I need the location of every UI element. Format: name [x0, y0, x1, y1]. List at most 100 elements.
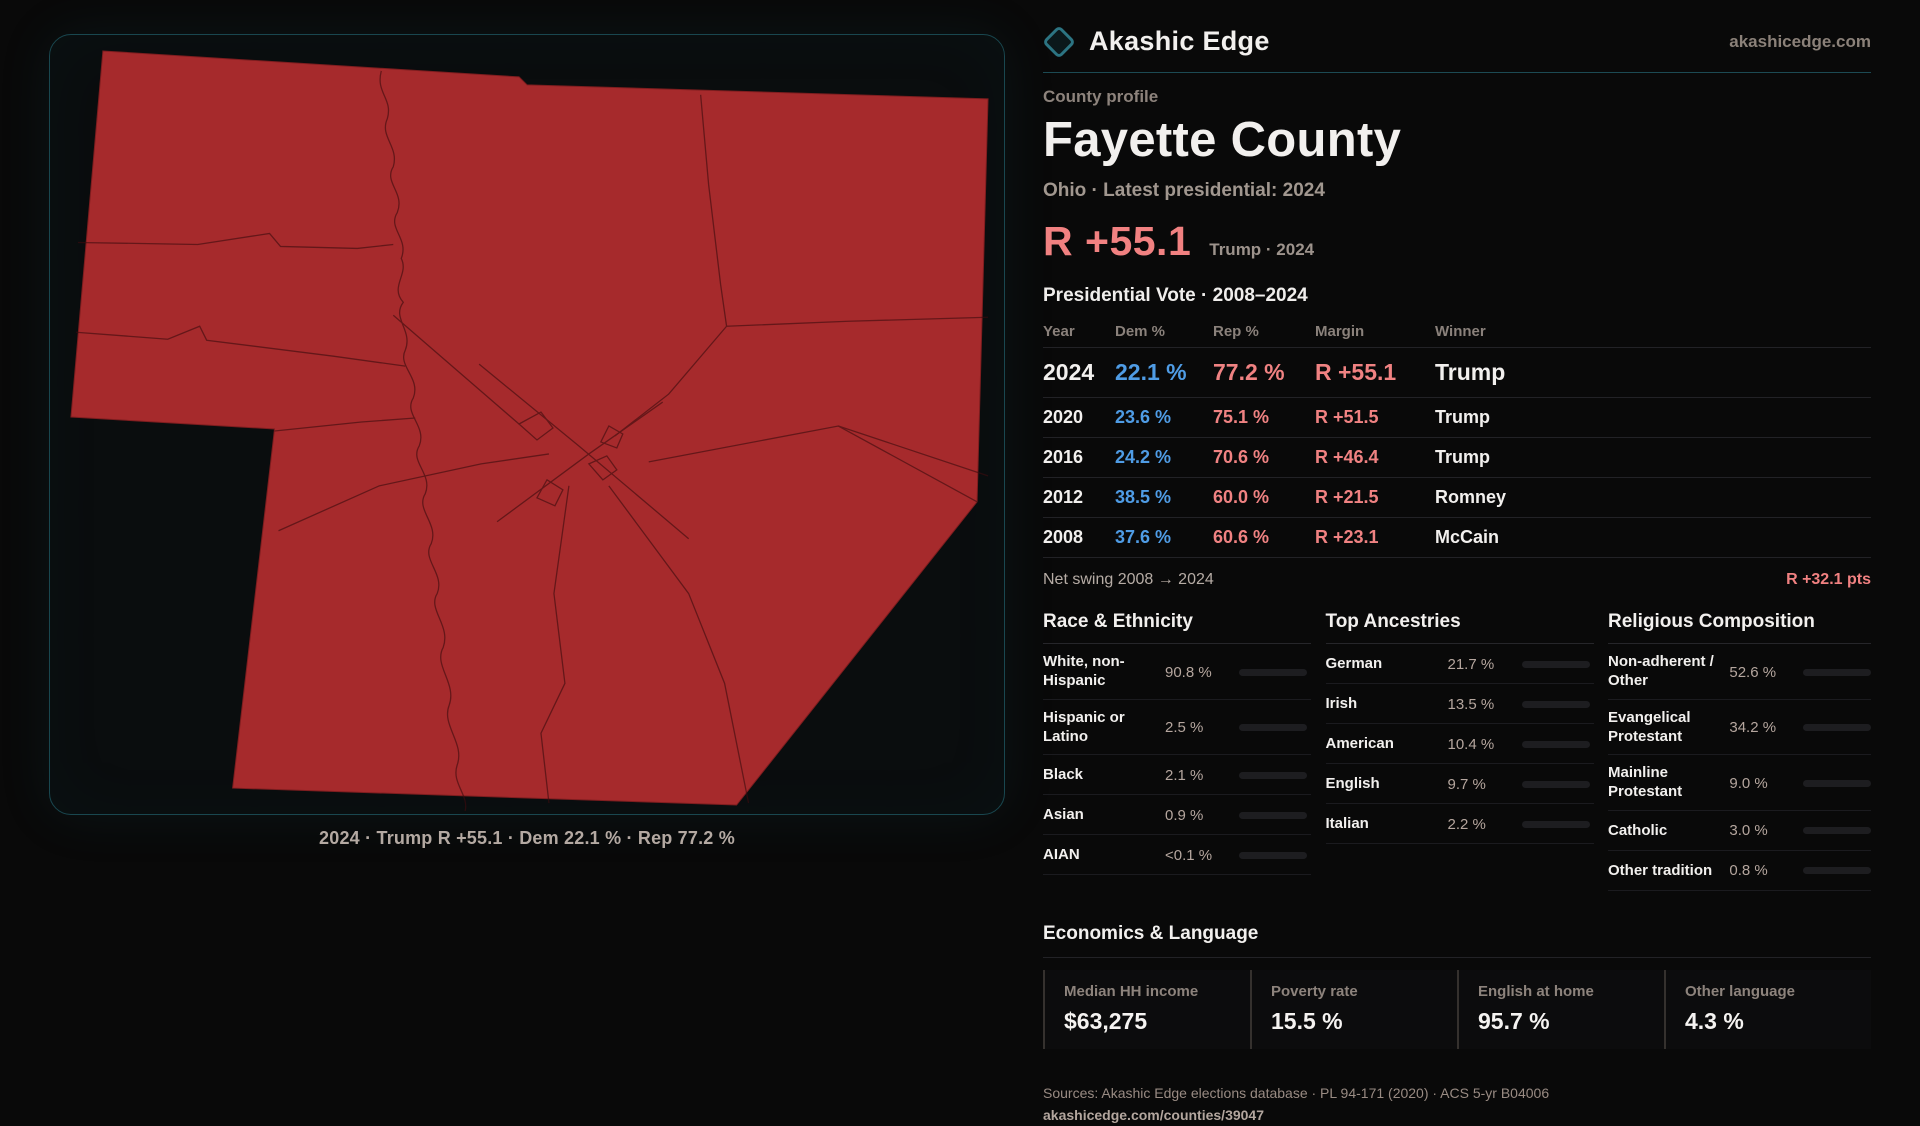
list-item: Hispanic or Latino 2.5 % [1043, 700, 1311, 756]
brand-header: Akashic Edge akashicedge.com [1042, 24, 1871, 73]
permalink[interactable]: akashicedge.com/counties/39047 [1043, 1106, 1264, 1123]
stat-bar [1803, 867, 1871, 875]
row-label: Evangelical Protestant [1608, 708, 1691, 745]
table-row: 2016 24.2 % 70.6 % R +46.4 Trump [1043, 438, 1871, 479]
page-title: Fayette County [1043, 113, 1402, 167]
sources-line: Sources: Akashic Edge elections database… [1043, 1084, 1550, 1101]
col-year: Year [1043, 323, 1075, 341]
stat-bar [1239, 851, 1307, 859]
row-label: White, non-Hispanic [1043, 653, 1125, 690]
sources-footer: Sources: Akashic Edge elections database… [1043, 1083, 1871, 1126]
row-label: Irish [1325, 695, 1358, 713]
stat-bar [1803, 724, 1871, 732]
ancestries-column: Top Ancestries German 21.7 % Irish 13.5 … [1325, 611, 1594, 891]
row-value: <0.1 % [1165, 846, 1213, 864]
col-rep: Rep % [1213, 323, 1259, 341]
stat-bar [1521, 820, 1590, 828]
row-label: AIAN [1043, 846, 1080, 864]
rep-cell: 77.2 % [1213, 359, 1285, 386]
row-label: Catholic [1608, 821, 1668, 839]
county-shape [70, 50, 989, 806]
list-item: American 10.4 % [1325, 724, 1594, 765]
row-label: Black [1043, 766, 1084, 784]
row-value: 2.5 % [1165, 719, 1204, 737]
race-heading: Race & Ethnicity [1043, 611, 1311, 645]
table-row: 2020 23.6 % 75.1 % R +51.5 Trump [1043, 398, 1871, 439]
kicker: County profile [1043, 87, 1159, 106]
dem-cell: 23.6 % [1115, 407, 1172, 428]
winner-cell: Trump [1435, 359, 1506, 386]
dem-cell: 22.1 % [1115, 359, 1187, 386]
list-item: Asian 0.9 % [1043, 795, 1311, 836]
dem-cell: 24.2 % [1115, 447, 1172, 468]
rep-cell: 60.6 % [1213, 527, 1270, 548]
row-value: 3.0 % [1729, 822, 1768, 840]
margin-cell: R +21.5 [1315, 487, 1379, 508]
map-caption: 2024 · Trump R +55.1 · Dem 22.1 % · Rep … [319, 828, 735, 848]
stat-card: Poverty rate 15.5 % [1250, 969, 1457, 1049]
county-map-panel [49, 34, 1005, 815]
stat-bar [1521, 740, 1590, 748]
religion-heading: Religious Composition [1608, 611, 1871, 645]
year-cell: 2024 [1043, 359, 1095, 386]
stat-bar [1803, 779, 1871, 787]
stat-card: Other language 4.3 % [1664, 969, 1871, 1049]
winner-cell: McCain [1435, 527, 1500, 548]
rep-cell: 70.6 % [1213, 447, 1270, 468]
margin-value: R +55.1 [1043, 218, 1192, 265]
rep-cell: 75.1 % [1213, 407, 1270, 428]
row-label: Asian [1043, 806, 1084, 824]
stat-label: English at home [1478, 982, 1594, 1000]
year-cell: 2008 [1043, 527, 1084, 548]
winner-cell: Trump [1435, 407, 1491, 428]
dem-cell: 37.6 % [1115, 527, 1172, 548]
county-map [70, 50, 989, 812]
list-item: German 21.7 % [1325, 644, 1594, 685]
list-item: English 9.7 % [1325, 764, 1594, 805]
stat-card: English at home 95.7 % [1457, 969, 1664, 1049]
stat-bar [1803, 827, 1871, 835]
col-dem: Dem % [1115, 323, 1166, 341]
table-row: 2008 37.6 % 60.6 % R +23.1 McCain [1043, 518, 1871, 559]
net-swing-row: Net swing 2008 → 2024 R +32.1 pts [1043, 558, 1871, 589]
row-label: American [1325, 735, 1394, 753]
row-value: 34.2 % [1729, 719, 1777, 737]
list-item: White, non-Hispanic 90.8 % [1043, 644, 1311, 700]
economics-heading: Economics & Language [1043, 923, 1871, 958]
year-cell: 2012 [1043, 487, 1084, 508]
row-label: Mainline Protestant [1608, 764, 1683, 801]
stat-label: Median HH income [1064, 982, 1199, 1000]
year-cell: 2020 [1043, 407, 1084, 428]
demographics-section: Race & Ethnicity White, non-Hispanic 90.… [1043, 611, 1871, 891]
site-link[interactable]: akashicedge.com [1729, 31, 1871, 51]
stat-bar [1521, 660, 1590, 668]
vote-table: Year Dem % Rep % Margin Winner 2024 22.1… [1043, 315, 1871, 559]
list-item: Black 2.1 % [1043, 755, 1311, 796]
list-item: Catholic 3.0 % [1608, 811, 1871, 851]
stat-bar [1521, 780, 1590, 788]
row-value: 9.7 % [1447, 775, 1486, 793]
stat-bar [1239, 771, 1307, 779]
stat-value: 4.3 % [1685, 1007, 1744, 1034]
list-item: Non-adherent / Other 52.6 % [1608, 644, 1871, 700]
stat-label: Other language [1685, 982, 1796, 1000]
net-swing-value: R +32.1 pts [1786, 571, 1871, 589]
list-item: Evangelical Protestant 34.2 % [1608, 700, 1871, 756]
row-value: 21.7 % [1447, 655, 1495, 673]
stat-bar [1521, 700, 1590, 708]
dem-cell: 38.5 % [1115, 487, 1172, 508]
stat-value: 15.5 % [1271, 1007, 1343, 1034]
row-value: 0.9 % [1165, 806, 1204, 824]
list-item: Italian 2.2 % [1325, 804, 1594, 845]
stat-bar [1239, 724, 1307, 732]
margin-context: Trump · 2024 [1209, 240, 1315, 260]
row-value: 2.2 % [1447, 815, 1486, 833]
stat-value: $63,275 [1064, 1007, 1148, 1034]
religion-column: Religious Composition Non-adherent / Oth… [1608, 611, 1871, 891]
winner-cell: Trump [1435, 447, 1491, 468]
table-header: Year Dem % Rep % Margin Winner [1043, 315, 1871, 349]
col-margin: Margin [1315, 323, 1365, 341]
stat-label: Poverty rate [1271, 982, 1358, 1000]
stat-bar [1803, 668, 1871, 676]
race-ethnicity-column: Race & Ethnicity White, non-Hispanic 90.… [1043, 611, 1311, 891]
